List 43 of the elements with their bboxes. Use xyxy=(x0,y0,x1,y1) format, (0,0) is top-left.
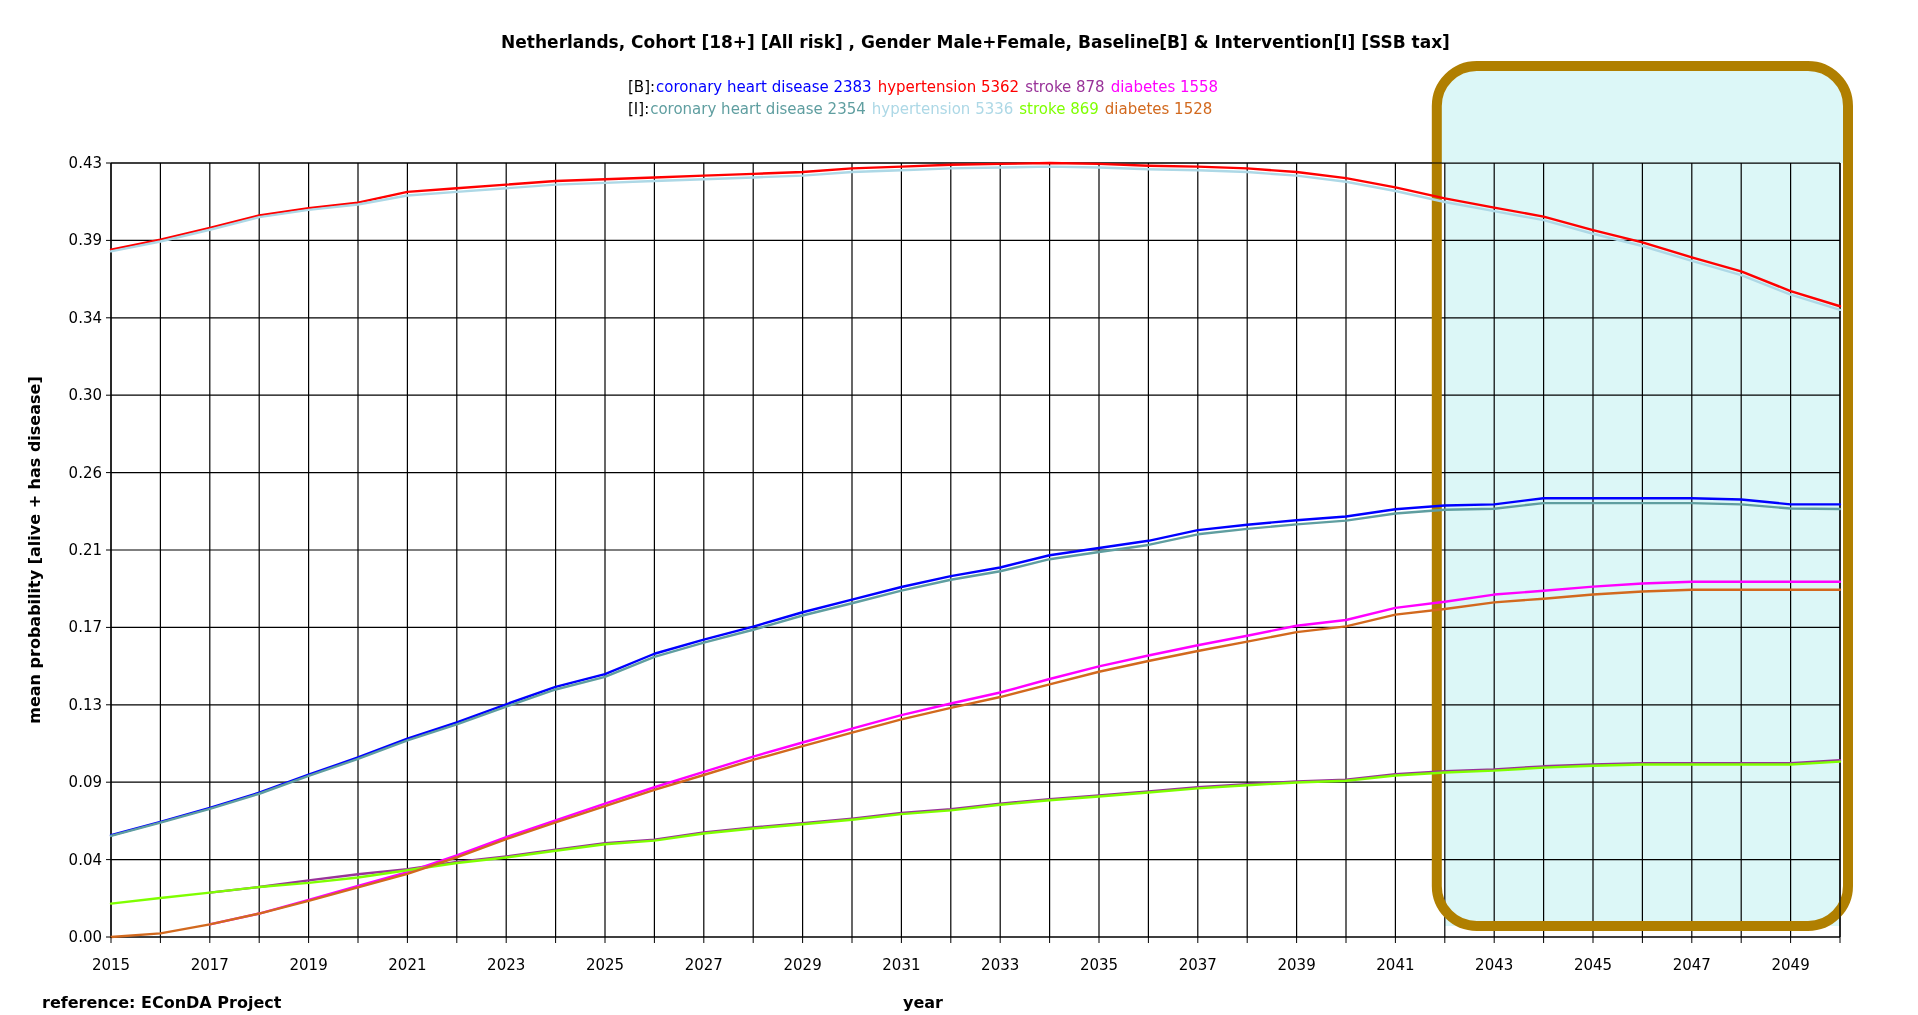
y-tick-label: 0.34 xyxy=(68,308,102,327)
x-axis-title: year xyxy=(903,993,944,1012)
text: hypertension 5362 xyxy=(877,78,1020,96)
x-tick-label: 2027 xyxy=(684,956,723,974)
y-tick-label: 0.30 xyxy=(68,386,102,405)
chart-title: Netherlands, Cohort [18+] [All risk] , Gender Male+Female, Baseline[B] & Intervention[I] [SSB tax] xyxy=(501,32,1450,52)
y-axis-title: mean probability [alive + has disease] xyxy=(25,376,44,724)
text: stroke 878 xyxy=(1025,78,1105,96)
x-tick-label: 2041 xyxy=(1376,956,1415,974)
x-tick-label: 2029 xyxy=(783,956,822,974)
x-tick-label: 2025 xyxy=(585,956,625,974)
text: [B]: xyxy=(628,78,656,96)
x-tick-label: 2039 xyxy=(1277,956,1316,974)
x-tick-label: 2047 xyxy=(1672,956,1711,974)
y-tick-label: 0.13 xyxy=(68,695,102,714)
y-tick-label: 0.00 xyxy=(68,928,102,946)
x-tick-label: 2043 xyxy=(1475,956,1514,974)
y-tick-label: 0.21 xyxy=(68,541,102,559)
text: diabetes 1528 xyxy=(1104,100,1213,118)
text: coronary heart disease 2383 xyxy=(656,78,872,96)
x-tick-label: 2035 xyxy=(1079,956,1119,974)
text: reference: EConDA Project xyxy=(42,993,282,1012)
x-tick-label: 2017 xyxy=(190,956,229,974)
x-tick-label: 2023 xyxy=(487,956,526,974)
x-tick-label: 2031 xyxy=(882,956,921,974)
y-tick-label: 0.43 xyxy=(68,154,102,172)
y-tick-label: 0.39 xyxy=(68,231,102,250)
x-tick-label: 2015 xyxy=(91,956,131,974)
y-tick-label: 0.09 xyxy=(68,773,102,792)
x-tick-label: 2049 xyxy=(1771,956,1810,974)
y-tick-label: 0.04 xyxy=(68,850,102,869)
x-tick-label: 2033 xyxy=(981,956,1020,974)
text: [I]: xyxy=(628,100,650,118)
text: stroke 869 xyxy=(1019,100,1099,118)
text: diabetes 1558 xyxy=(1110,78,1219,96)
text: coronary heart disease 2354 xyxy=(650,100,866,118)
x-tick-label: 2021 xyxy=(388,956,427,974)
x-tick-label: 2019 xyxy=(289,956,328,974)
x-tick-label: 2037 xyxy=(1178,956,1217,974)
x-tick-label: 2045 xyxy=(1573,956,1613,974)
y-tick-label: 0.17 xyxy=(68,618,102,637)
y-tick-label: 0.26 xyxy=(68,463,102,482)
text: hypertension 5336 xyxy=(871,100,1014,118)
